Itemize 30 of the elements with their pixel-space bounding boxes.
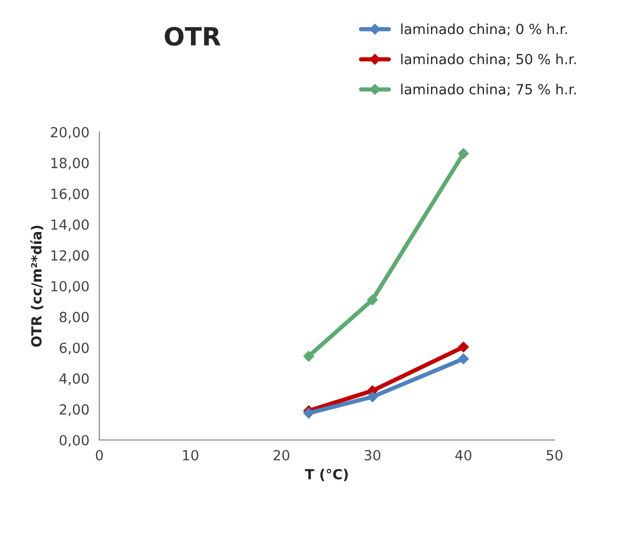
y-tick-label: 0,00 xyxy=(60,434,89,447)
legend-label: laminado china; 50 % h.r. xyxy=(401,54,576,66)
legend-label: laminado china; 75 % h.r. xyxy=(401,84,576,96)
point xyxy=(366,294,378,306)
y-tick-label: 6,00 xyxy=(60,342,89,354)
x-tick-label: 30 xyxy=(364,450,380,460)
y-tick-label: 16,00 xyxy=(51,188,89,200)
y-tick-label: 10,00 xyxy=(51,280,89,293)
point xyxy=(303,408,314,418)
x-axis-title: T (°C) xyxy=(304,468,348,482)
point xyxy=(458,342,469,352)
point xyxy=(366,391,378,402)
y-tick-label: 12,00 xyxy=(51,250,89,262)
legend-label: laminado china; 0 % h.r. xyxy=(401,24,567,36)
y-tick-label: 8,00 xyxy=(60,312,89,324)
y-tick-label: 20,00 xyxy=(50,126,89,139)
y-axis-title: OTR (cc/m²*día) xyxy=(30,226,44,347)
x-tick-label: 40 xyxy=(455,450,472,460)
x-tick-label: 10 xyxy=(183,450,198,460)
chart-title: OTR xyxy=(164,26,221,46)
x-tick-label: 0 xyxy=(96,450,103,460)
point xyxy=(303,350,314,362)
y-tick-label: 2,00 xyxy=(60,404,89,416)
x-tick-label: 20 xyxy=(274,450,290,460)
y-tick-label: 4,00 xyxy=(59,373,89,386)
y-tick-label: 18,00 xyxy=(51,158,89,170)
y-tick-label: 14,00 xyxy=(51,219,89,232)
x-tick-label: 50 xyxy=(546,450,562,460)
point xyxy=(458,148,469,159)
point xyxy=(458,353,469,364)
